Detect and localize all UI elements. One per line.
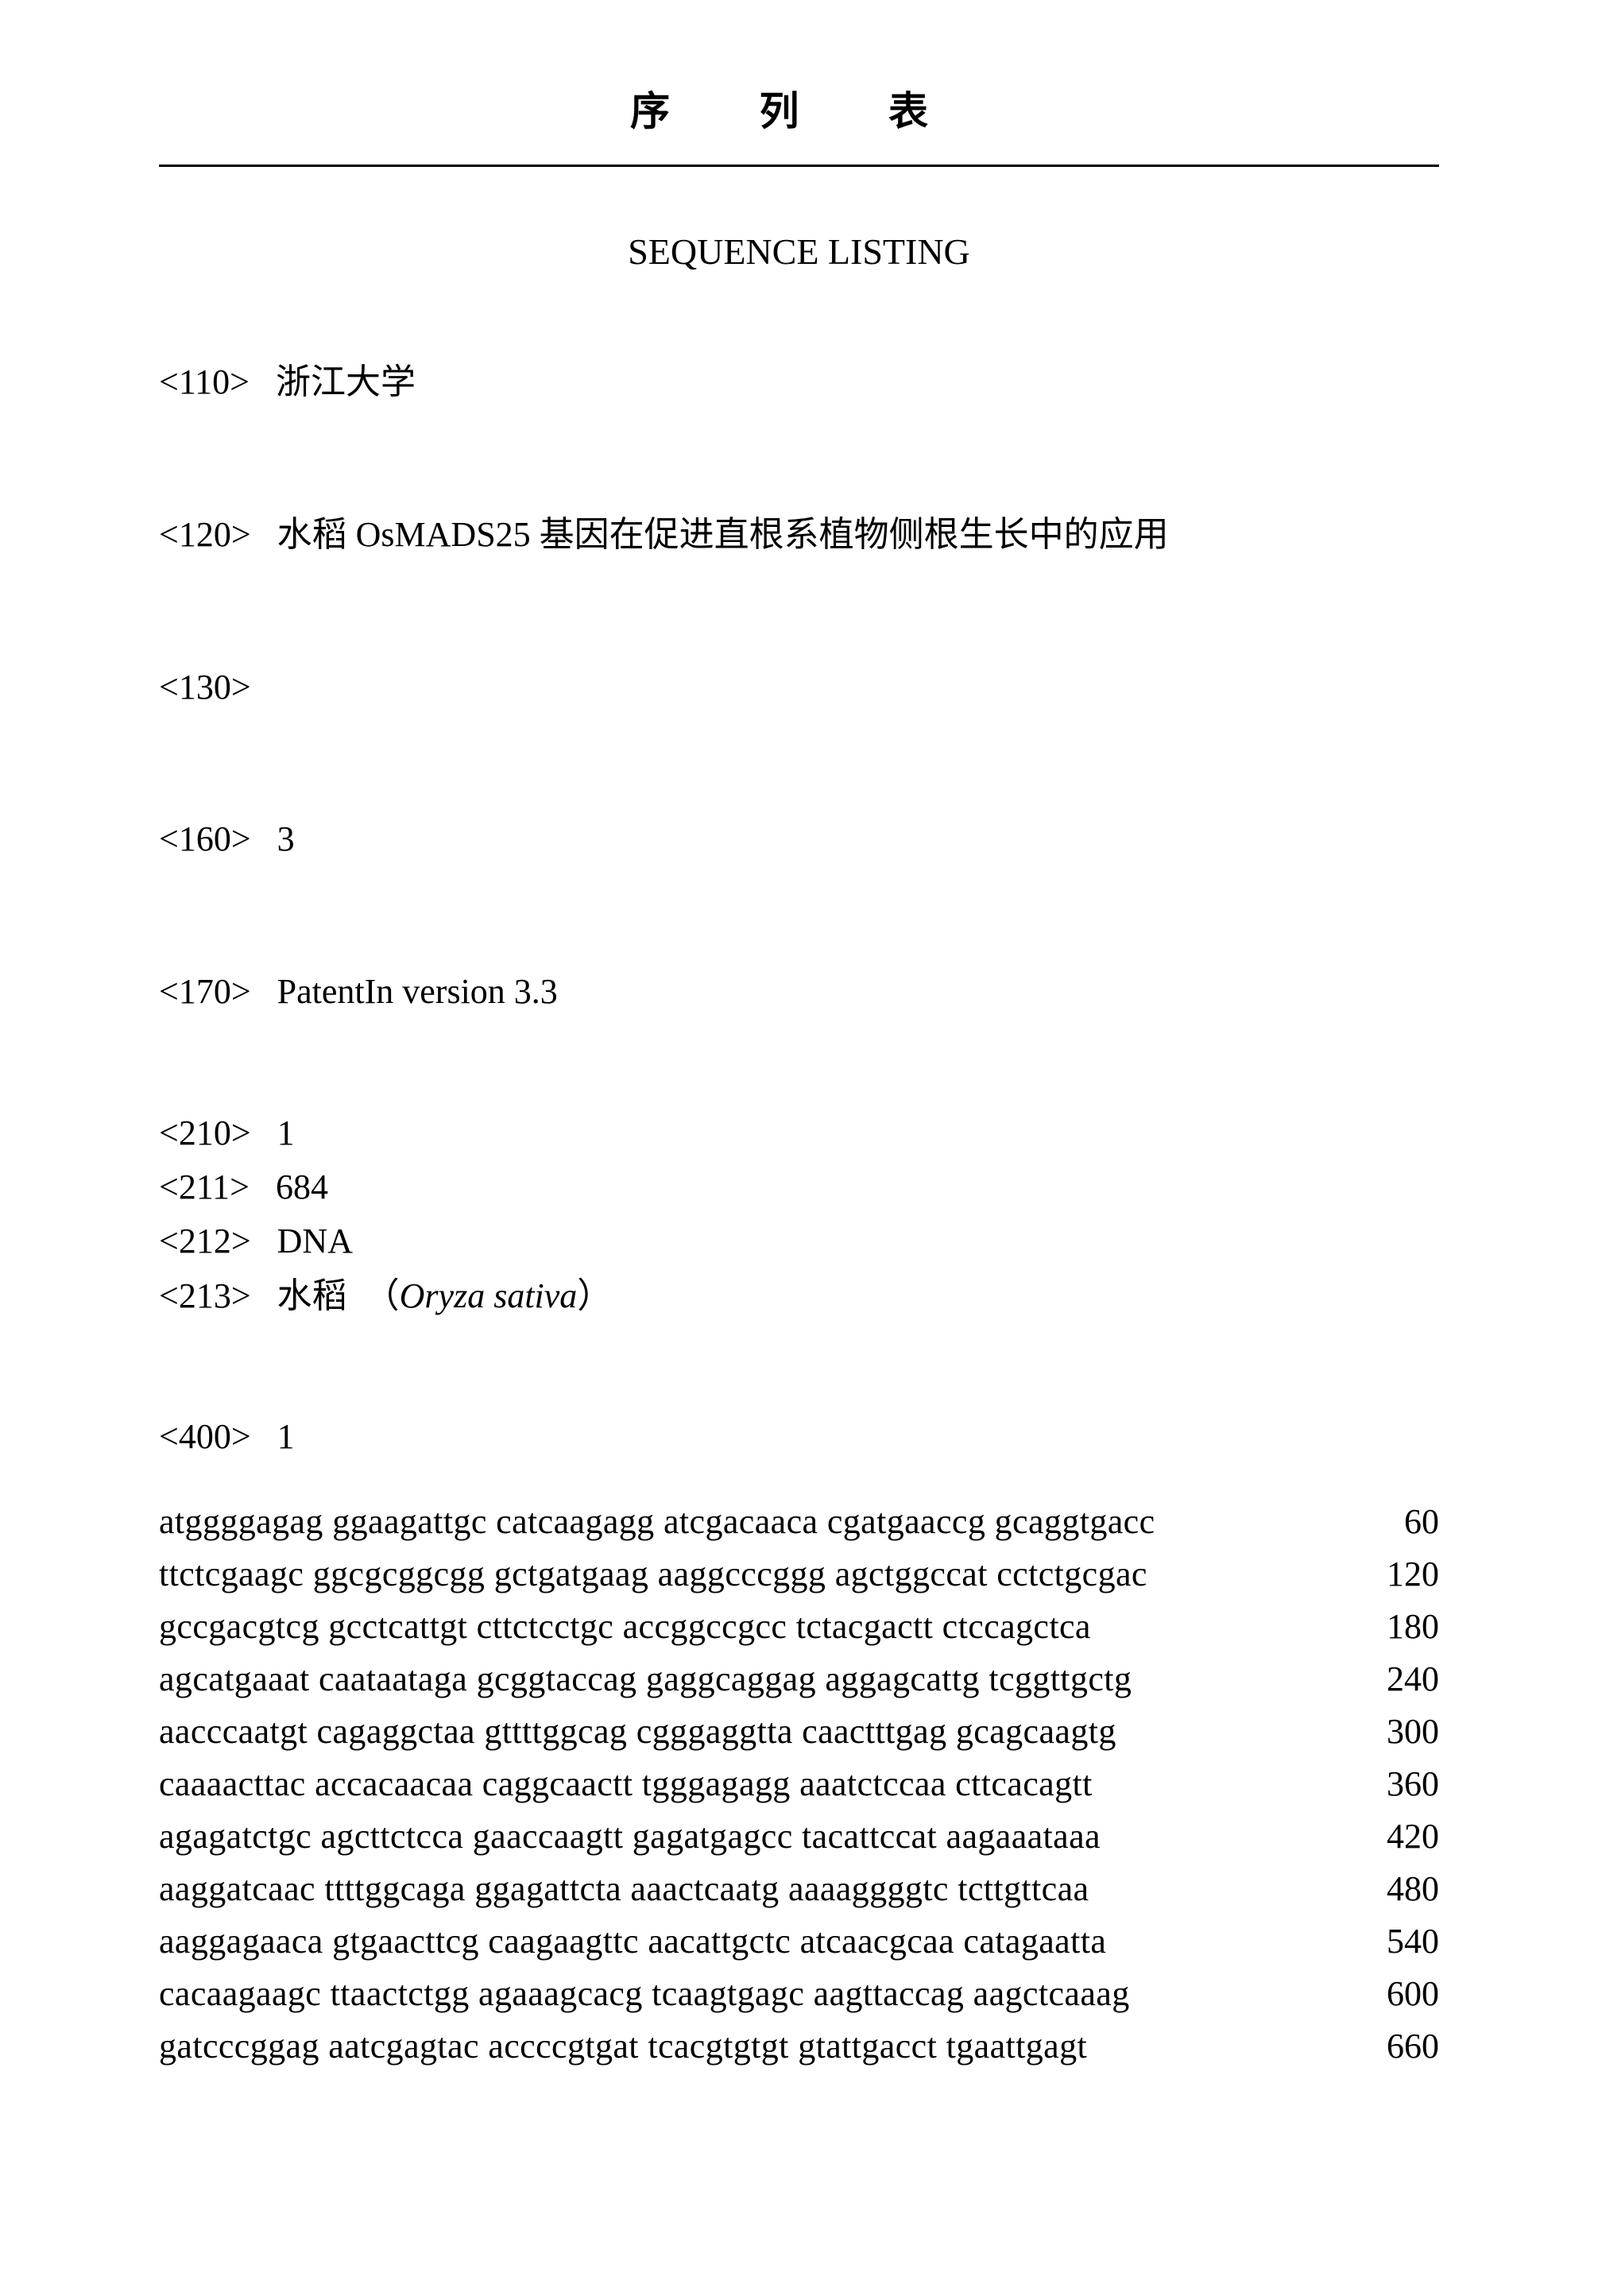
sequence-position: 240 [1344, 1653, 1439, 1706]
seq-data-header-tag: <400> [159, 1417, 251, 1456]
sequence-text: cacaagaagc ttaactctgg agaaagcacg tcaagtg… [159, 1968, 1130, 2020]
sequence-row: aacccaatgt cagaggctaa gttttggcag cgggagg… [159, 1706, 1439, 1758]
seq-type-tag: <212> [159, 1222, 251, 1260]
sequence-text: aaggagaaca gtgaacttcg caagaagttc aacattg… [159, 1915, 1106, 1968]
seq-data-header-value: 1 [277, 1417, 295, 1456]
seq-organism-cn: 水稻 [277, 1276, 347, 1315]
seq-data-header-line: <400> 1 [159, 1399, 1439, 1476]
sequence-listing-page: 序 列 表 SEQUENCE LISTING <110> 浙江大学 <120> … [0, 0, 1598, 2296]
sequence-info-block: <210> 1 <211> 684 <212> DNA <213> 水稻 （Or… [159, 1106, 1439, 1323]
organism-paren-close: ） [577, 1276, 612, 1315]
sequence-text: agagatctgc agcttctcca gaaccaagtt gagatga… [159, 1810, 1101, 1863]
sequence-position: 300 [1344, 1706, 1439, 1758]
sequence-position: 180 [1344, 1601, 1439, 1653]
seq-id-tag: <210> [159, 1113, 251, 1152]
software-tag: <170> [159, 972, 251, 1011]
seq-count-line: <160> 3 [159, 801, 1439, 878]
seq-id-line: <210> 1 [159, 1106, 1439, 1160]
sequence-rows: atggggagag ggaagattgc catcaagagg atcgaca… [159, 1496, 1439, 2073]
sequence-position: 420 [1344, 1810, 1439, 1863]
sequence-row: agcatgaaat caataataga gcggtaccag gaggcag… [159, 1653, 1439, 1706]
seq-type-line: <212> DNA [159, 1214, 1439, 1268]
title-chinese: 序 列 表 [159, 79, 1439, 167]
sequence-row: atggggagag ggaagattgc catcaagagg atcgaca… [159, 1496, 1439, 1548]
applicant-value: 浙江大学 [276, 362, 416, 401]
seq-length-value: 684 [276, 1167, 328, 1206]
seq-organism-tag: <213> [159, 1276, 251, 1315]
sequence-row: gccgacgtcg gcctcattgt cttctcctgc accggcc… [159, 1601, 1439, 1653]
software-value: PatentIn version 3.3 [277, 972, 558, 1011]
seq-type-value: DNA [277, 1222, 353, 1260]
sequence-text: atggggagag ggaagattgc catcaagagg atcgaca… [159, 1496, 1155, 1548]
sequence-position: 60 [1344, 1496, 1439, 1548]
invention-title-line: <120> 水稻 OsMADS25 基因在促进直根系植物侧根生长中的应用 [159, 497, 1439, 574]
sequence-text: caaaacttac accacaacaa caggcaactt tgggaga… [159, 1758, 1093, 1810]
sequence-position: 360 [1344, 1758, 1439, 1810]
seq-length-line: <211> 684 [159, 1160, 1439, 1214]
reference-line: <130> [159, 649, 1439, 726]
sequence-position: 660 [1344, 2020, 1439, 2073]
sequence-position: 120 [1344, 1548, 1439, 1601]
sequence-position: 540 [1344, 1915, 1439, 1968]
sequence-row: caaaacttac accacaacaa caggcaactt tgggaga… [159, 1758, 1439, 1810]
invention-title-tag: <120> [159, 515, 251, 554]
software-line: <170> PatentIn version 3.3 [159, 954, 1439, 1031]
applicant-tag: <110> [159, 362, 250, 401]
sequence-row: agagatctgc agcttctcca gaaccaagtt gagatga… [159, 1810, 1439, 1863]
sequence-text: aaggatcaac ttttggcaga ggagattcta aaactca… [159, 1863, 1089, 1915]
applicant-line: <110> 浙江大学 [159, 344, 1439, 421]
sequence-text: gatcccggag aatcgagtac accccgtgat tcacgtg… [159, 2020, 1087, 2073]
sequence-position: 480 [1344, 1863, 1439, 1915]
sequence-text: aacccaatgt cagaggctaa gttttggcag cgggagg… [159, 1706, 1116, 1758]
seq-length-tag: <211> [159, 1167, 250, 1206]
sequence-row: cacaagaagc ttaactctgg agaaagcacg tcaagtg… [159, 1968, 1439, 2020]
seq-count-tag: <160> [159, 819, 251, 858]
seq-count-value: 3 [277, 819, 295, 858]
sequence-row: ttctcgaagc ggcgcggcgg gctgatgaag aaggccc… [159, 1548, 1439, 1601]
sequence-text: agcatgaaat caataataga gcggtaccag gaggcag… [159, 1653, 1132, 1706]
sequence-row: aaggatcaac ttttggcaga ggagattcta aaactca… [159, 1863, 1439, 1915]
sequence-row: gatcccggag aatcgagtac accccgtgat tcacgtg… [159, 2020, 1439, 2073]
seq-organism-latin: Oryza sativa [400, 1276, 578, 1315]
invention-title-value: 水稻 OsMADS25 基因在促进直根系植物侧根生长中的应用 [277, 515, 1169, 554]
sequence-text: ttctcgaagc ggcgcggcgg gctgatgaag aaggccc… [159, 1548, 1147, 1601]
sequence-row: aaggagaaca gtgaacttcg caagaagttc aacattg… [159, 1915, 1439, 1968]
title-english: SEQUENCE LISTING [159, 230, 1439, 273]
organism-paren-open: （ [365, 1276, 400, 1315]
sequence-position: 600 [1344, 1968, 1439, 2020]
sequence-text: gccgacgtcg gcctcattgt cttctcctgc accggcc… [159, 1601, 1091, 1653]
seq-organism-line: <213> 水稻 （Oryza sativa） [159, 1269, 1439, 1323]
header-block: <110> 浙江大学 <120> 水稻 OsMADS25 基因在促进直根系植物侧… [159, 344, 1439, 1476]
title-section: 序 列 表 SEQUENCE LISTING [159, 79, 1439, 273]
seq-id-value: 1 [277, 1113, 295, 1152]
reference-tag: <130> [159, 668, 251, 707]
